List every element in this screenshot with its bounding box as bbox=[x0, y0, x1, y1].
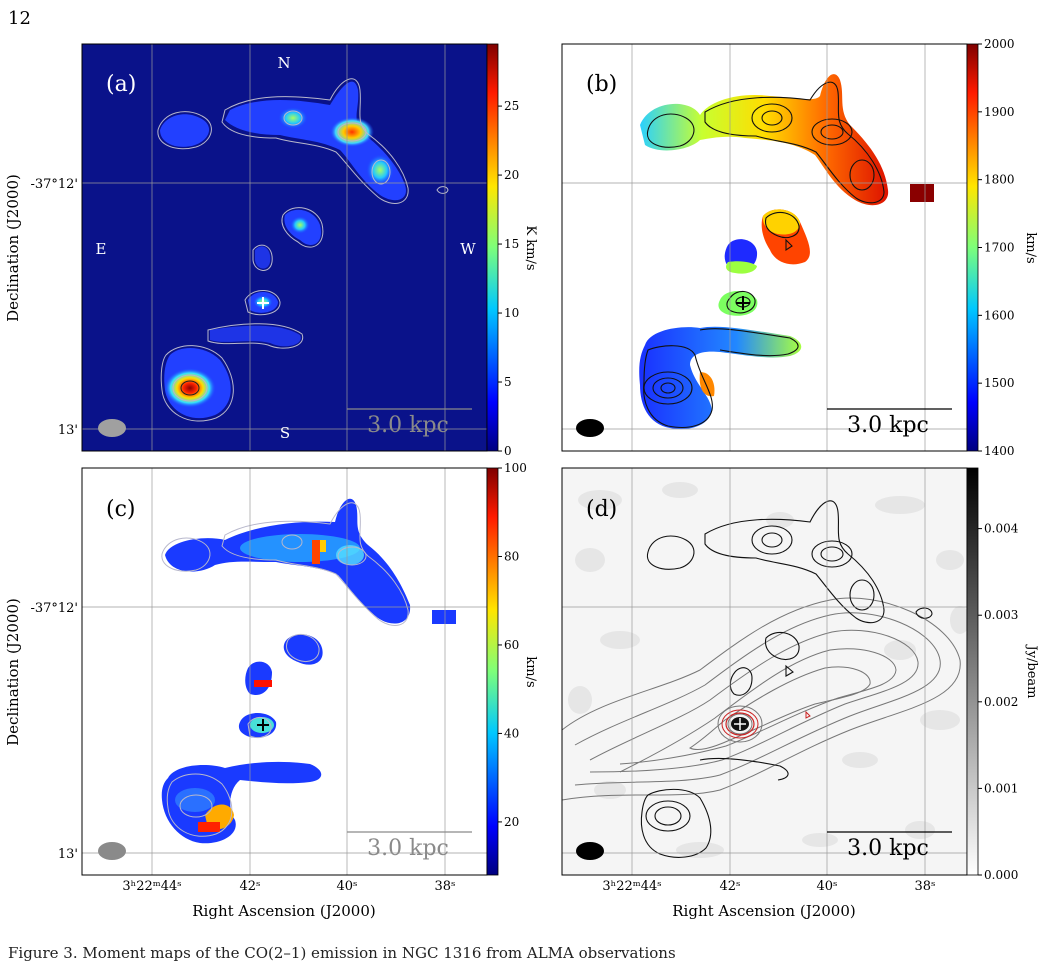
panel-a-colorbar bbox=[486, 43, 499, 452]
panel-a-colorbar-tick-label: 0 bbox=[504, 444, 512, 458]
panel-b-colorbar-tick-label: 1900 bbox=[984, 105, 1015, 119]
panel-d-ra-tick-1: 42ˢ bbox=[720, 879, 741, 894]
panel-b-moment1: (b) 3.0 kpc 1400 1500 1600 1700 1800 1900 2000… bbox=[561, 37, 1038, 458]
panel-d-label: (d) bbox=[586, 497, 617, 522]
panel-d-agn-marker bbox=[734, 718, 746, 730]
panel-c-colorbar-tick-label: 100 bbox=[504, 461, 527, 475]
panel-a-label: (a) bbox=[106, 72, 136, 97]
panel-a-agn-marker bbox=[257, 297, 269, 309]
panel-d-grid bbox=[562, 468, 967, 875]
panel-d-colorbar-label: Jy/beam bbox=[1024, 643, 1039, 698]
panel-b-grid bbox=[562, 44, 967, 451]
panel-a-colorbar-label: K km/s bbox=[523, 225, 538, 270]
panel-a-colorbar-tick-label: 25 bbox=[504, 99, 519, 113]
panel-d-colorbar-tick-label: 0.003 bbox=[984, 608, 1018, 622]
panel-b-velocity-field bbox=[639, 74, 934, 430]
panel-c-grid bbox=[82, 468, 487, 875]
panel-d-continuum: (d) 3.0 kpc 3ʰ22ᵐ44ˢ 42ˢ 40ˢ 38ˢ Right A… bbox=[561, 467, 1039, 920]
panel-c-xlabel: Right Ascension (J2000) bbox=[192, 902, 375, 920]
panel-b-label: (b) bbox=[586, 72, 617, 97]
panel-b-colorbar-tick-label: 1500 bbox=[984, 376, 1015, 390]
caption-fragment: Figure 3. Moment maps of the CO(2–1) emi… bbox=[8, 944, 676, 962]
panel-b-contours bbox=[643, 81, 885, 428]
panel-a-colorbar-tick-label: 10 bbox=[504, 306, 519, 320]
panel-d-beam bbox=[576, 842, 604, 860]
panel-c-colorbar-tick-label: 80 bbox=[504, 549, 519, 563]
panel-c-colorbar-tick-label: 40 bbox=[504, 726, 519, 740]
panel-b-colorbar bbox=[966, 43, 979, 452]
panel-c-ra-tick-0: 3ʰ22ᵐ44ˢ bbox=[122, 879, 181, 894]
page-number: 12 bbox=[8, 8, 31, 29]
panel-d-scalebar-label: 3.0 kpc bbox=[847, 836, 929, 861]
panel-c-colorbar bbox=[486, 467, 499, 876]
panel-d-ra-tick-0: 3ʰ22ᵐ44ˢ bbox=[602, 879, 661, 894]
panel-a-grid bbox=[82, 44, 487, 451]
panel-c-dec-tick-1: 13' bbox=[58, 847, 78, 862]
panel-c-ra-tick-1: 42ˢ bbox=[240, 879, 261, 894]
panel-b-agn-marker bbox=[736, 296, 750, 310]
panel-a-scalebar-label: 3.0 kpc bbox=[367, 413, 449, 438]
panel-b-colorbar-ticks: 1400 1500 1600 1700 1800 1900 2000 bbox=[978, 37, 1015, 458]
panel-d-xlabel: Right Ascension (J2000) bbox=[672, 902, 855, 920]
panel-b-colorbar-tick-label: 1700 bbox=[984, 241, 1015, 255]
panel-a-colorbar-ticks: 0 5 10 15 20 25 bbox=[498, 99, 519, 458]
panel-a-compass-north: N bbox=[277, 54, 290, 72]
panel-a-compass-east: E bbox=[96, 240, 107, 258]
panel-d-colorbar bbox=[966, 467, 979, 876]
panel-d-ra-tick-2: 40ˢ bbox=[817, 879, 838, 894]
panel-d-ra-tick-3: 38ˢ bbox=[915, 879, 936, 894]
panel-b-colorbar-tick-label: 2000 bbox=[984, 37, 1015, 51]
panel-d-noise bbox=[568, 482, 967, 858]
panel-c-moment2: (c) 3.0 kpc Declination (J2000) -37°12' … bbox=[4, 461, 538, 920]
panel-a-colorbar-tick-label: 15 bbox=[504, 237, 519, 251]
panel-c-agn-marker bbox=[257, 719, 269, 731]
panel-a-dec-tick-1: 13' bbox=[58, 423, 78, 438]
panel-c-colorbar-ticks: 20 40 60 80 100 bbox=[498, 461, 527, 829]
panel-c-dispersion-field bbox=[161, 498, 456, 844]
panel-d-colorbar-tick-label: 0.002 bbox=[984, 695, 1018, 709]
panel-b-scalebar-label: 3.0 kpc bbox=[847, 413, 929, 438]
panel-d-colorbar-tick-label: 0.004 bbox=[984, 522, 1019, 536]
panel-d-colorbar-tick-label: 0.000 bbox=[984, 868, 1018, 882]
panel-b-colorbar-label: km/s bbox=[1023, 232, 1038, 263]
panel-a-dec-tick-0: -37°12' bbox=[30, 177, 78, 192]
panel-c-ylabel: Declination (J2000) bbox=[4, 598, 22, 746]
panel-a-contours bbox=[157, 78, 449, 422]
panel-b-colorbar-tick-label: 1400 bbox=[984, 444, 1015, 458]
panel-c-ra-tick-3: 38ˢ bbox=[435, 879, 456, 894]
panel-b-beam bbox=[576, 419, 604, 437]
panel-c-beam bbox=[98, 842, 126, 860]
panel-c-colorbar-label: km/s bbox=[523, 656, 538, 687]
panel-b-colorbar-tick-label: 1600 bbox=[984, 308, 1015, 322]
panel-a-compass-south: S bbox=[280, 424, 290, 442]
panel-c-colorbar-tick-label: 20 bbox=[504, 815, 519, 829]
panel-a-beam bbox=[98, 419, 126, 437]
panel-a-colorbar-tick-label: 5 bbox=[504, 375, 512, 389]
panel-c-colorbar-tick-label: 60 bbox=[504, 638, 519, 652]
panel-a-colorbar-tick-label: 20 bbox=[504, 168, 519, 182]
panel-c-dec-tick-0: -37°12' bbox=[30, 601, 78, 616]
panel-c-label: (c) bbox=[106, 497, 136, 522]
panel-d-colorbar-tick-label: 0.001 bbox=[984, 781, 1018, 795]
panel-a-ylabel: Declination (J2000) bbox=[4, 174, 22, 322]
panel-b-colorbar-tick-label: 1800 bbox=[984, 173, 1015, 187]
panel-a-moment0: (a) N S E W 3.0 kpc Declination (J2000) … bbox=[4, 43, 538, 458]
panel-c-ra-tick-2: 40ˢ bbox=[337, 879, 358, 894]
panel-d-colorbar-ticks: 0.000 0.001 0.002 0.003 0.004 bbox=[978, 522, 1019, 882]
panel-a-emission bbox=[160, 81, 406, 419]
panel-a-compass-west: W bbox=[460, 240, 476, 258]
panel-d-background bbox=[562, 468, 967, 875]
panel-d-co-contours bbox=[640, 500, 933, 858]
panel-c-scalebar-label: 3.0 kpc bbox=[367, 836, 449, 861]
